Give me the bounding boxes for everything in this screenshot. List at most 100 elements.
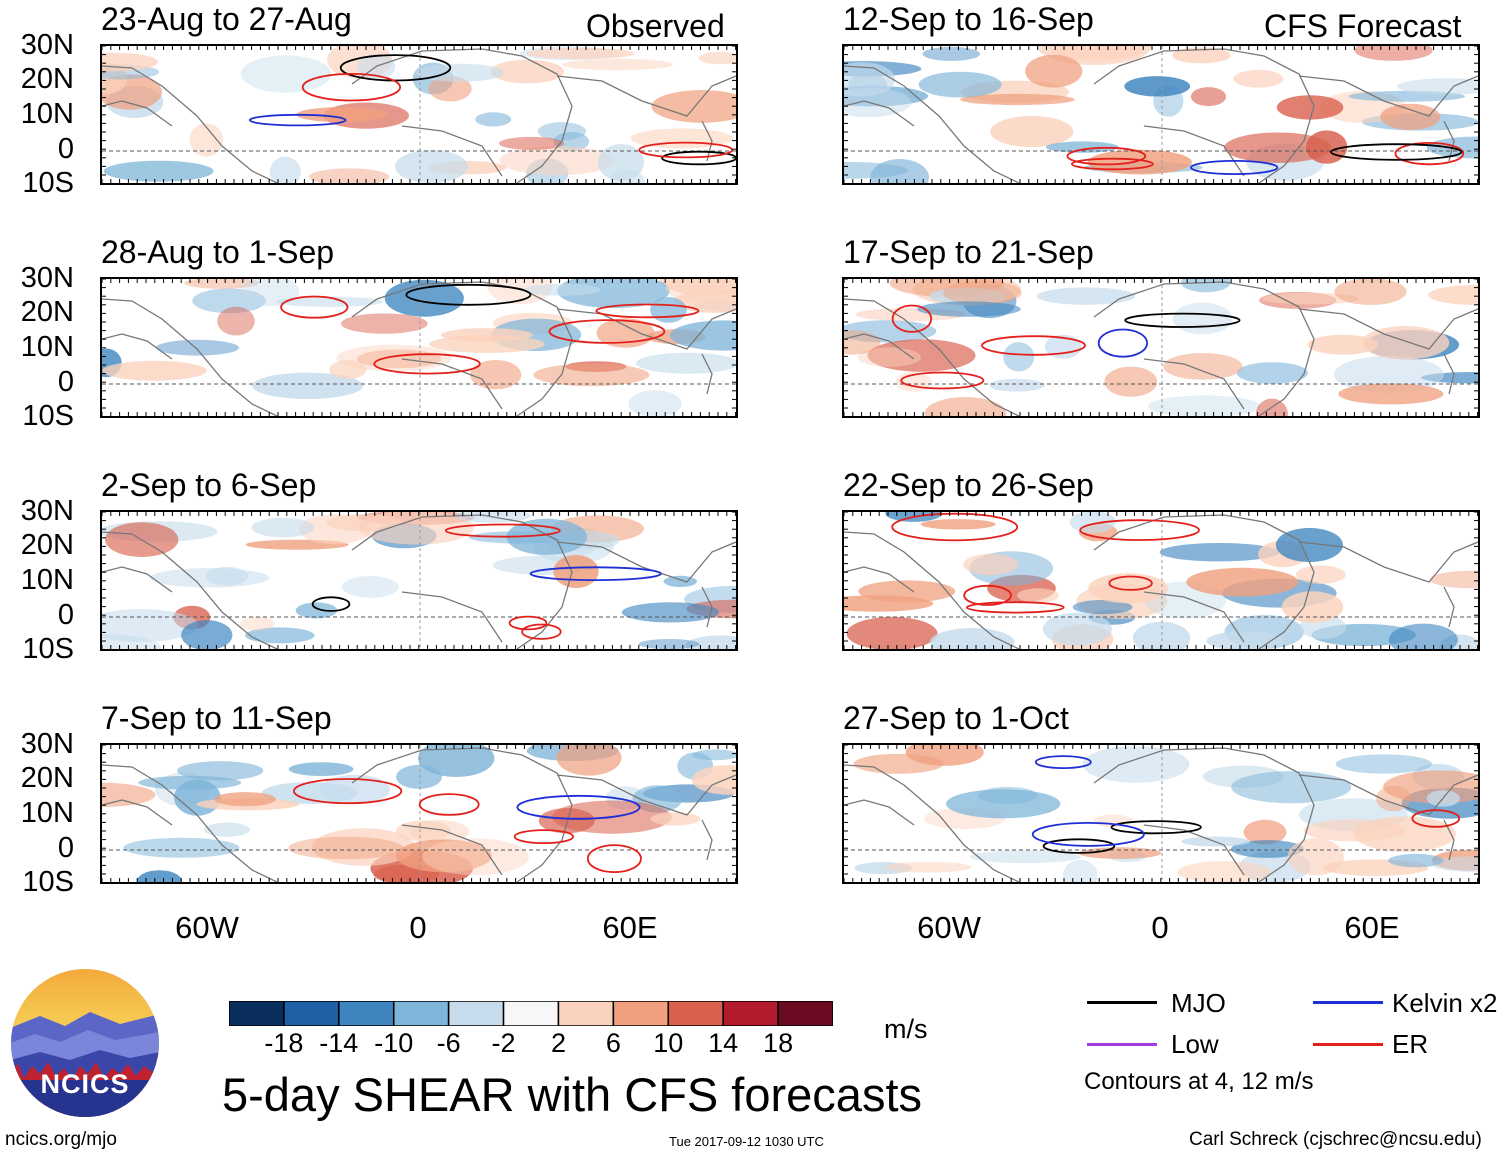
shear-anomaly-patch	[1287, 838, 1344, 876]
coastline	[401, 824, 503, 876]
wave-contour	[661, 150, 736, 166]
wave-contour	[529, 566, 662, 581]
coastline	[1093, 48, 1315, 183]
shear-anomaly-patch	[1172, 302, 1233, 335]
y-tick-label: 20N	[20, 296, 74, 328]
y-tick-label: 30N	[20, 495, 74, 527]
shear-anomaly-patch	[240, 616, 275, 631]
panel-title-7: 22-Sep to 26-Sep	[843, 467, 1094, 503]
shear-anomaly-patch	[192, 288, 266, 314]
coastline	[1298, 75, 1478, 117]
wave-contour	[1034, 755, 1092, 770]
shear-anomaly-patch	[562, 58, 673, 71]
colorbar-swatch	[557, 1000, 615, 1027]
colorbar-swatch	[502, 1000, 560, 1027]
map-panel-1	[100, 44, 738, 185]
shear-anomaly-patch	[251, 517, 315, 538]
wave-contour	[1110, 820, 1202, 835]
shear-anomaly-patch	[924, 397, 1007, 416]
y-tick-label: 20N	[20, 529, 74, 561]
legend-mjo-line	[1087, 1001, 1157, 1004]
shear-anomaly-patch	[621, 602, 720, 623]
map-panel-4	[100, 743, 738, 884]
map-field	[844, 46, 1478, 183]
shear-anomaly-patch	[329, 360, 367, 380]
shear-anomaly-patch	[156, 339, 239, 356]
legend-kelvin-line	[1313, 1001, 1383, 1004]
shear-anomaly-patch	[1276, 95, 1344, 120]
map-field	[844, 745, 1478, 882]
coastline	[401, 125, 503, 177]
shear-anomaly-patch	[1036, 287, 1136, 305]
coastline	[102, 100, 173, 127]
wave-contour	[513, 829, 574, 844]
shear-anomaly-patch	[429, 335, 545, 353]
shear-anomaly-patch	[1429, 570, 1478, 589]
y-tick-label: 10S	[22, 400, 74, 432]
shear-anomaly-patch	[1093, 814, 1133, 828]
coastline	[351, 281, 573, 416]
wave-contour	[418, 793, 480, 816]
main-title: 5-day SHEAR with CFS forecasts	[222, 1068, 922, 1121]
shear-anomaly-patch	[252, 372, 363, 399]
wave-contour	[1124, 312, 1241, 328]
shear-anomaly-patch	[963, 553, 1019, 576]
shear-anomaly-patch	[1082, 746, 1190, 783]
y-tick-label: 0	[57, 832, 74, 864]
coastline	[556, 774, 736, 816]
shear-anomaly-patch	[1072, 600, 1133, 615]
colorbar-swatch	[392, 1000, 450, 1027]
coastline	[1298, 541, 1478, 583]
x-tick-60e-left: 60E	[602, 910, 658, 945]
colorbar-tick-label: -2	[491, 1028, 516, 1058]
map-panel-2	[100, 277, 738, 418]
contour-note: Contours at 4, 12 m/s	[1084, 1068, 1314, 1095]
coastline	[844, 799, 915, 826]
shear-anomaly-patch	[181, 620, 233, 649]
coastline	[102, 531, 278, 649]
shear-anomaly-patch	[1281, 591, 1344, 623]
coastline	[102, 799, 173, 826]
panel-title-1: 23-Aug to 27-Aug	[101, 1, 352, 37]
colorbar-swatches	[228, 1000, 834, 1027]
shear-anomaly-patch	[384, 279, 464, 317]
shear-anomaly-patch	[1334, 279, 1407, 305]
shear-anomaly-patch	[1062, 859, 1098, 882]
cfs-forecast-label: CFS Forecast	[1264, 8, 1462, 44]
y-tick-label: 30N	[20, 728, 74, 760]
shear-anomaly-patch	[1190, 87, 1227, 107]
shear-anomaly-patch	[204, 822, 250, 837]
legend-er-line	[1313, 1043, 1383, 1046]
shear-anomaly-patch	[1388, 623, 1458, 649]
wave-contour	[1066, 146, 1147, 166]
colorbar	[228, 1000, 834, 1027]
shear-anomaly-patch	[1236, 362, 1308, 384]
shear-anomaly-patch	[240, 55, 332, 93]
shear-anomaly-patch	[628, 390, 682, 416]
shear-anomaly-patch	[422, 838, 529, 876]
shear-anomaly-patch	[533, 363, 650, 387]
colorbar-tick-label: -10	[374, 1028, 414, 1058]
wave-contour	[963, 584, 1012, 606]
panel-title-8: 27-Sep to 1-Oct	[843, 700, 1069, 736]
wave-contour	[405, 283, 532, 306]
shear-anomaly-patch	[1172, 47, 1231, 64]
shear-anomaly-patch	[102, 782, 156, 807]
shear-anomaly-patch	[1025, 54, 1083, 88]
shear-anomaly-patch	[276, 296, 384, 307]
coastline	[701, 586, 713, 628]
shear-anomaly-patch	[1231, 771, 1352, 804]
shear-anomaly-patch	[1045, 141, 1119, 153]
shear-anomaly-patch	[1042, 612, 1112, 646]
shear-anomaly-patch	[524, 283, 601, 296]
wave-contour	[280, 295, 349, 319]
footer-url: ncics.org/mjo	[5, 1129, 117, 1150]
y-tick-label: 0	[57, 366, 74, 398]
shear-anomaly-patch	[1380, 103, 1441, 130]
shear-anomaly-patch	[651, 90, 736, 123]
shear-anomaly-patch	[498, 136, 565, 150]
wave-contour	[293, 778, 403, 805]
y-tick-label: 10N	[20, 797, 74, 829]
panel-title-5: 12-Sep to 16-Sep	[843, 1, 1094, 37]
shear-anomaly-patch	[136, 870, 182, 882]
